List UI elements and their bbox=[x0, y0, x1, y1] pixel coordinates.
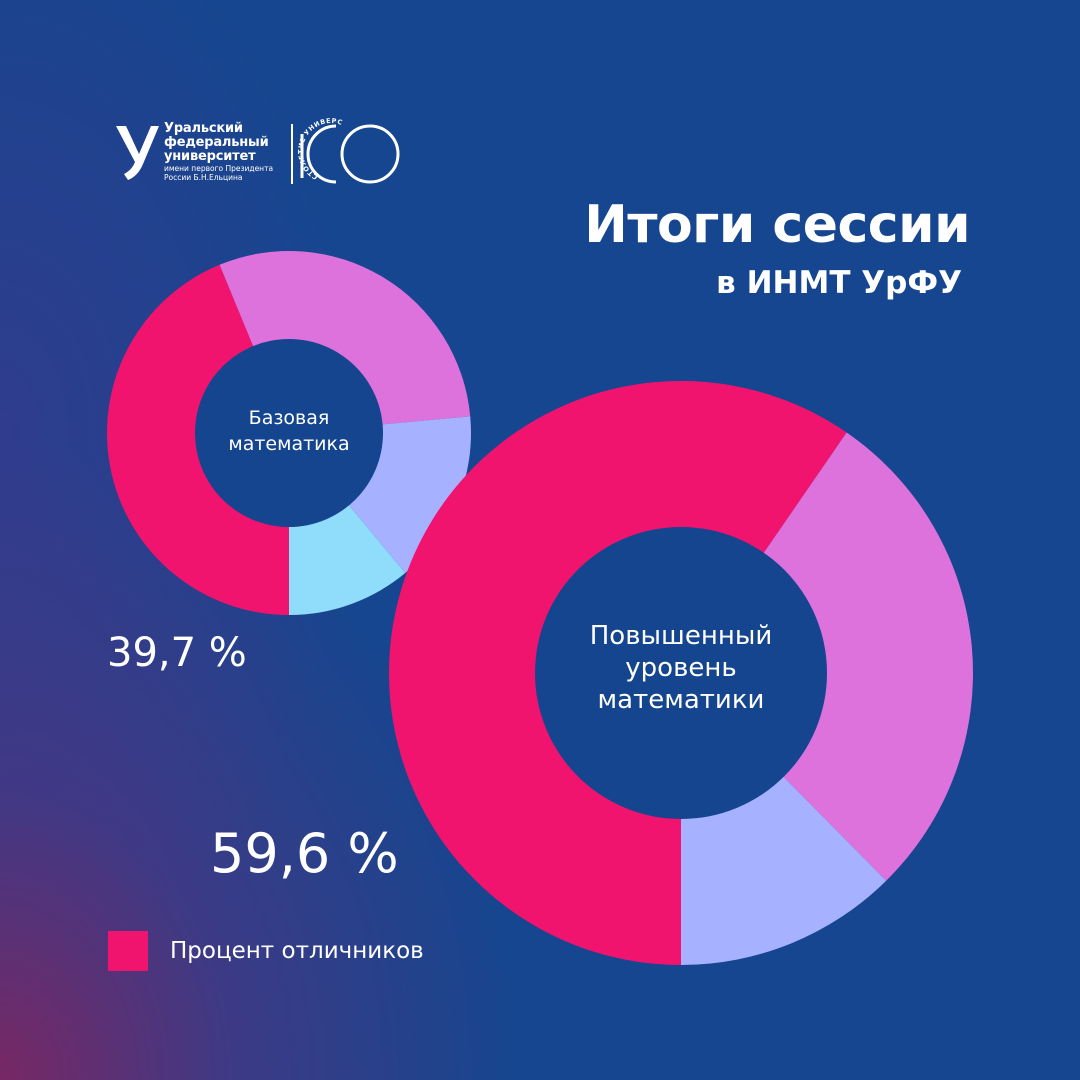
basic-math-label-line: Базовая bbox=[248, 407, 330, 429]
basic-math-donut-hole bbox=[195, 339, 383, 527]
basic-math-label: Базовая математика bbox=[194, 405, 384, 457]
legend-swatch bbox=[108, 931, 148, 971]
logo-line: университет bbox=[164, 149, 256, 164]
page-subtitle: в ИНМТ УрФУ bbox=[716, 265, 962, 301]
headline: Итоги сессии в ИНМТ УрФУ bbox=[584, 192, 970, 308]
advanced-math-excellent-percent: 59,6 % bbox=[210, 822, 399, 885]
advanced-math-label-line: Повышенный bbox=[589, 621, 773, 651]
centennial-mark bbox=[300, 124, 400, 184]
advanced-math-donut bbox=[388, 381, 974, 965]
advanced-math-label-line: уровень bbox=[625, 653, 737, 683]
advanced-math-donut-hole bbox=[535, 527, 827, 819]
logo-subtitle: имени первого Президента bbox=[164, 164, 274, 173]
advanced-math-label: Повышенный уровень математики bbox=[541, 620, 821, 716]
basic-math-excellent-percent: 39,7 % bbox=[107, 630, 247, 676]
logo-subtitle: России Б.Н.Ельцина bbox=[164, 173, 243, 182]
advanced-math-slice bbox=[681, 432, 974, 881]
legend: Процент отличников bbox=[108, 931, 424, 971]
page-title: Итоги сессии bbox=[584, 195, 970, 255]
urfu-u-mark bbox=[116, 126, 159, 180]
legend-label: Процент отличников bbox=[170, 938, 424, 964]
basic-math-label-line: математика bbox=[228, 433, 350, 455]
urfu-logo-text: Уральский федеральный университет имени … bbox=[164, 121, 274, 183]
advanced-math-label-line: математики bbox=[597, 685, 765, 715]
urfu-logo-graphic: СТОЛЕТИЕ УНИВЕРСИТЕТА bbox=[112, 118, 400, 184]
urfu-logo: СТОЛЕТИЕ УНИВЕРСИТЕТА Уральский федераль… bbox=[112, 118, 412, 190]
logo-line: Уральский bbox=[164, 121, 243, 136]
logo-line: федеральный bbox=[164, 135, 269, 150]
